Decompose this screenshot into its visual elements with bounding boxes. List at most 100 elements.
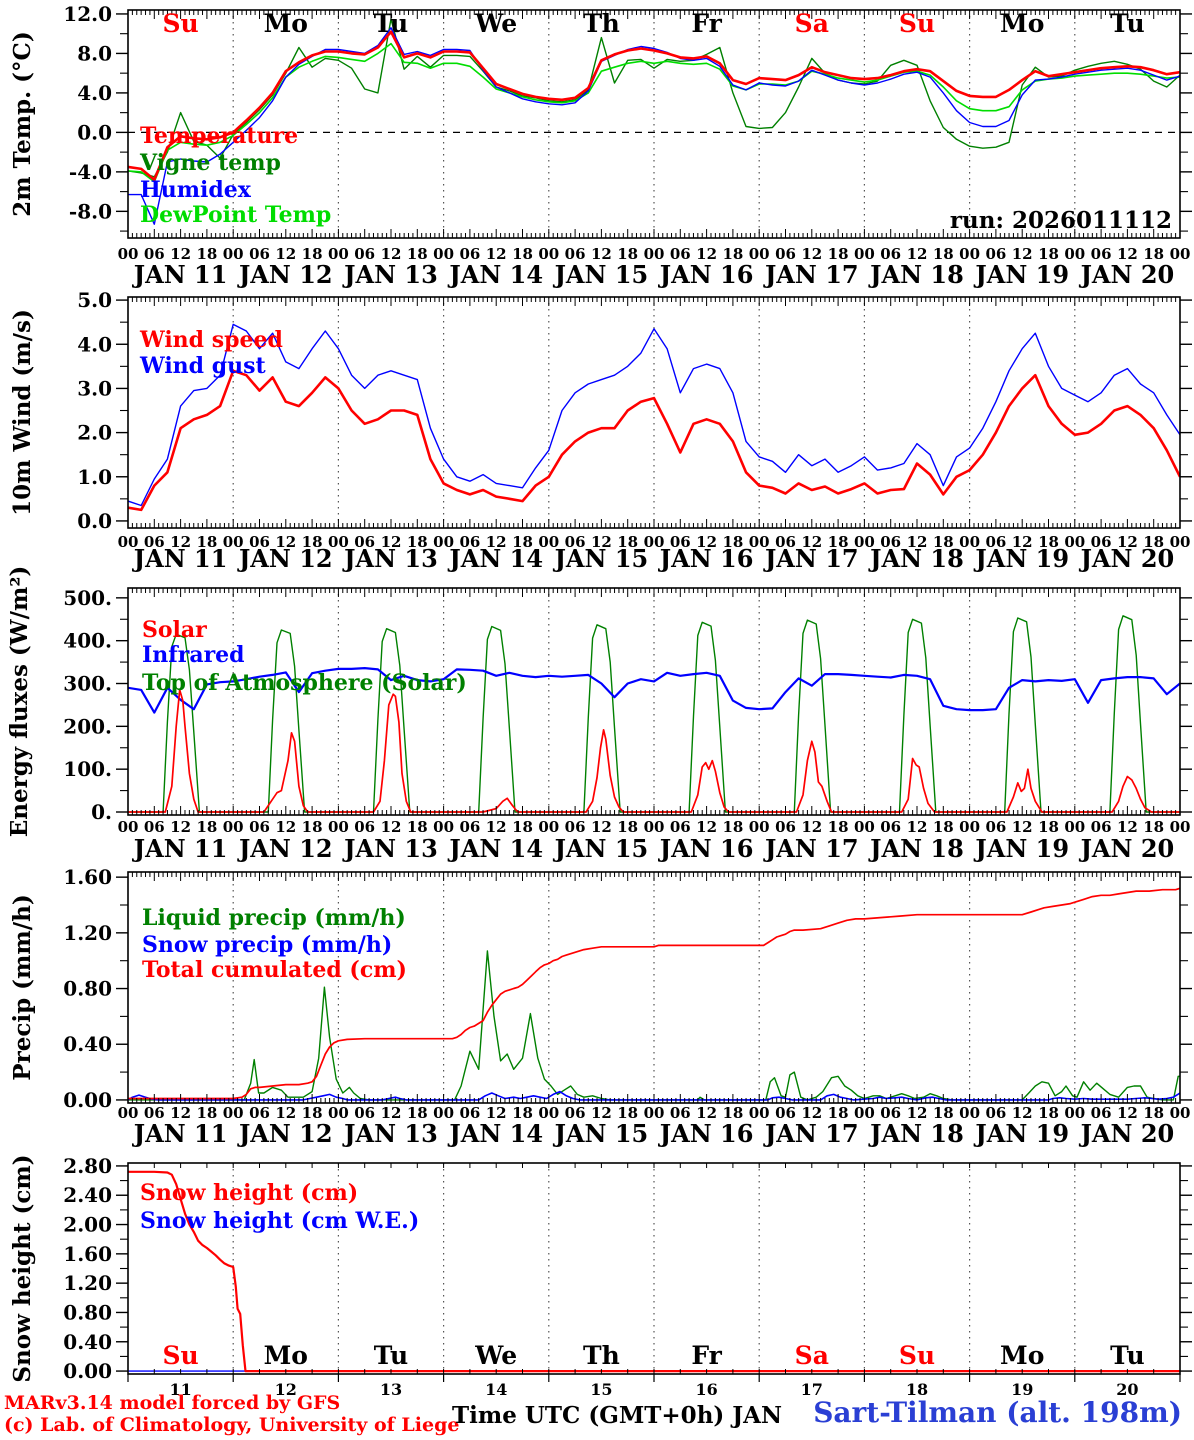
hour-label: 06 — [354, 818, 375, 836]
hour-label: 00 — [644, 245, 665, 263]
hour-label: 18 — [512, 533, 533, 551]
date-label: JAN 18 — [868, 260, 964, 289]
hour-label: 12 — [591, 245, 612, 263]
hour-label: 12 — [907, 245, 928, 263]
hour-label: 12 — [381, 533, 402, 551]
hour-label: 12 — [381, 245, 402, 263]
hour-label: 18 — [407, 1104, 428, 1122]
date-label: JAN 14 — [447, 834, 543, 863]
date-label: JAN 16 — [658, 260, 754, 289]
hour-label: 12 — [1117, 1104, 1138, 1122]
hour-label: 18 — [828, 533, 849, 551]
ytick-label: 0.40 — [63, 1330, 112, 1354]
hour-label: 12 — [275, 533, 296, 551]
date-label: JAN 18 — [868, 544, 964, 573]
series-top-of-atmosphere-solar- — [128, 615, 1180, 813]
hour-label: 18 — [933, 1104, 954, 1122]
ytick-label: -4.0 — [69, 160, 112, 184]
hour-label: 18 — [512, 245, 533, 263]
hour-label: 06 — [354, 1104, 375, 1122]
date-label: JAN 19 — [973, 260, 1069, 289]
date-label: JAN 16 — [658, 1119, 754, 1148]
ytick-label: 0. — [91, 800, 112, 824]
hour-label: 18 — [196, 533, 217, 551]
series-wind-gust — [128, 323, 1180, 507]
date-label: JAN 18 — [868, 1119, 964, 1148]
panel-wind: 5.0 4.0 3.0 2.0 1.0 0.0 10m Wind (m/s) 00 06 12 18… — [9, 288, 1192, 573]
hour-label: 12 — [1117, 245, 1138, 263]
day-number-label: 12 — [275, 1380, 297, 1399]
ytick-label: 1.60 — [63, 1242, 112, 1266]
hour-label: 06 — [880, 1104, 901, 1122]
weekday-label: Tu — [1110, 1341, 1145, 1370]
hour-label: 12 — [696, 245, 717, 263]
weekday-label: Sa — [795, 1341, 829, 1370]
hour-label: 00 — [854, 818, 875, 836]
hour-label: 06 — [1091, 1104, 1112, 1122]
date-label: JAN 18 — [868, 834, 964, 863]
hour-label: 18 — [933, 533, 954, 551]
ytick-label: 0.40 — [63, 1032, 112, 1056]
ytick-label: 1.20 — [63, 921, 112, 945]
date-label: JAN 11 — [132, 834, 228, 863]
hour-label: 00 — [644, 533, 665, 551]
hour-label: 00 — [854, 245, 875, 263]
hour-label: 00 — [223, 818, 244, 836]
series-humidex — [128, 27, 1180, 225]
weekday-label: Fr — [691, 9, 722, 38]
hour-label: 06 — [249, 533, 270, 551]
day-number-label: 16 — [695, 1380, 717, 1399]
hour-label: 18 — [196, 1104, 217, 1122]
hour-label: 12 — [801, 245, 822, 263]
hour-label: 00 — [644, 1104, 665, 1122]
panel-energy_fluxes: 500. 400. 300. 200. 100. 0. Energy fluxes (W/m… — [6, 566, 1192, 863]
hour-label: 06 — [144, 245, 165, 263]
date-label: JAN 12 — [237, 1119, 333, 1148]
hour-label: 00 — [749, 245, 770, 263]
weekday-label: Tu — [374, 1341, 409, 1370]
hour-label: 12 — [801, 1104, 822, 1122]
hour-label: 18 — [933, 245, 954, 263]
hour-label: 06 — [985, 1104, 1006, 1122]
legend-humidex: Humidex — [140, 177, 252, 203]
date-label: JAN 19 — [973, 834, 1069, 863]
hour-label: 00 — [959, 1104, 980, 1122]
ytick-label: 0.00 — [63, 1088, 112, 1112]
ytick-label: 2.0 — [77, 421, 112, 445]
legend-infrared: Infrared — [142, 642, 245, 668]
hour-label: 12 — [275, 818, 296, 836]
ytick-label: 1.20 — [63, 1271, 112, 1295]
hour-label: 06 — [249, 818, 270, 836]
hour-label: 12 — [591, 533, 612, 551]
hour-label: 00 — [959, 533, 980, 551]
hour-label: 12 — [381, 1104, 402, 1122]
hour-label: 00 — [433, 1104, 454, 1122]
hour-label: 06 — [1091, 818, 1112, 836]
hour-label: 12 — [591, 818, 612, 836]
day-number-label: 13 — [380, 1380, 402, 1399]
hour-label: 06 — [670, 818, 691, 836]
hour-label: 12 — [591, 1104, 612, 1122]
weekday-label: Mo — [1000, 1341, 1044, 1370]
hour-label: 12 — [1012, 1104, 1033, 1122]
model-credit-line2: (c) Lab. of Climatology, University of L… — [4, 1414, 460, 1436]
y-axis-title: Energy fluxes (W/m²) — [6, 566, 33, 838]
hour-label: 06 — [144, 533, 165, 551]
legend-total-cumulated-cm-: Total cumulated (cm) — [142, 957, 407, 983]
date-label: JAN 12 — [237, 834, 333, 863]
hour-label: 00 — [538, 818, 559, 836]
hour-label: 18 — [722, 1104, 743, 1122]
series-temperature — [128, 30, 1180, 182]
hour-label: 00 — [118, 818, 139, 836]
hour-label: 12 — [170, 533, 191, 551]
hour-label: 18 — [512, 1104, 533, 1122]
weekday-label: Th — [583, 9, 620, 38]
hour-label: 00 — [854, 533, 875, 551]
ytick-label: 12.0 — [63, 2, 112, 26]
weekday-label: Tu — [374, 9, 409, 38]
run-label: run: 2026011112 — [949, 207, 1172, 234]
date-label: JAN 15 — [553, 544, 649, 573]
date-label: JAN 11 — [132, 1119, 228, 1148]
